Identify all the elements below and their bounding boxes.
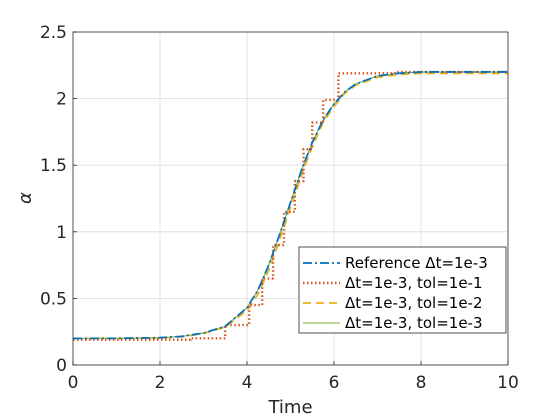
series-layer: [73, 70, 508, 341]
tick-labels: 0 2 4 6 8 10 0 0.5 1 1.5 2 2.5: [40, 23, 519, 393]
legend-label-3: Δt=1e-3, tol=1e-2: [345, 294, 483, 312]
y-tick-label: 0: [56, 356, 67, 376]
x-tick-label: 8: [416, 373, 427, 393]
y-tick-label: 2.5: [40, 23, 67, 43]
legend-label-4: Δt=1e-3, tol=1e-3: [345, 314, 483, 332]
series-line-2: [73, 70, 508, 341]
x-tick-label: 4: [242, 373, 253, 393]
y-tick-label: 1: [56, 223, 67, 243]
y-axis-label: α: [15, 192, 36, 204]
legend: Reference Δt=1e-3 Δt=1e-3, tol=1e-1 Δt=1e-…: [298, 246, 507, 334]
grid: [73, 32, 508, 365]
legend-box: [298, 246, 507, 334]
x-axis-label: Time: [267, 397, 312, 418]
x-tick-label: 6: [329, 373, 340, 393]
legend-label-2: Δt=1e-3, tol=1e-1: [345, 274, 483, 292]
legend-label-1: Reference Δt=1e-3: [345, 254, 488, 272]
x-tick-label: 0: [68, 373, 79, 393]
series-line-1: [73, 71, 508, 340]
x-tick-label: 2: [155, 373, 166, 393]
x-tick-label: 10: [497, 373, 519, 393]
y-tick-label: 2: [56, 90, 67, 110]
y-tick-label: 0.5: [40, 289, 67, 309]
plot-frame: [72, 31, 509, 366]
y-tick-label: 1.5: [40, 156, 67, 176]
legend-items: Reference Δt=1e-3 Δt=1e-3, tol=1e-1 Δt=1e-…: [303, 254, 488, 332]
